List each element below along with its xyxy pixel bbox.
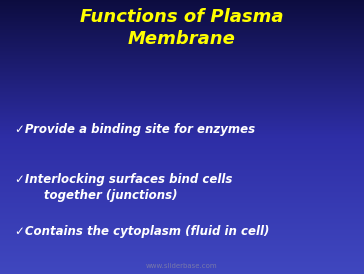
Text: ✓Interlocking surfaces bind cells
       together (junctions): ✓Interlocking surfaces bind cells togeth…: [15, 173, 232, 202]
Text: ✓Contains the cytoplasm (fluid in cell): ✓Contains the cytoplasm (fluid in cell): [15, 225, 269, 238]
Text: www.sliderbase.com: www.sliderbase.com: [146, 262, 218, 269]
Text: ✓Provide a binding site for enzymes: ✓Provide a binding site for enzymes: [15, 123, 255, 136]
Text: Functions of Plasma
Membrane: Functions of Plasma Membrane: [80, 8, 284, 48]
